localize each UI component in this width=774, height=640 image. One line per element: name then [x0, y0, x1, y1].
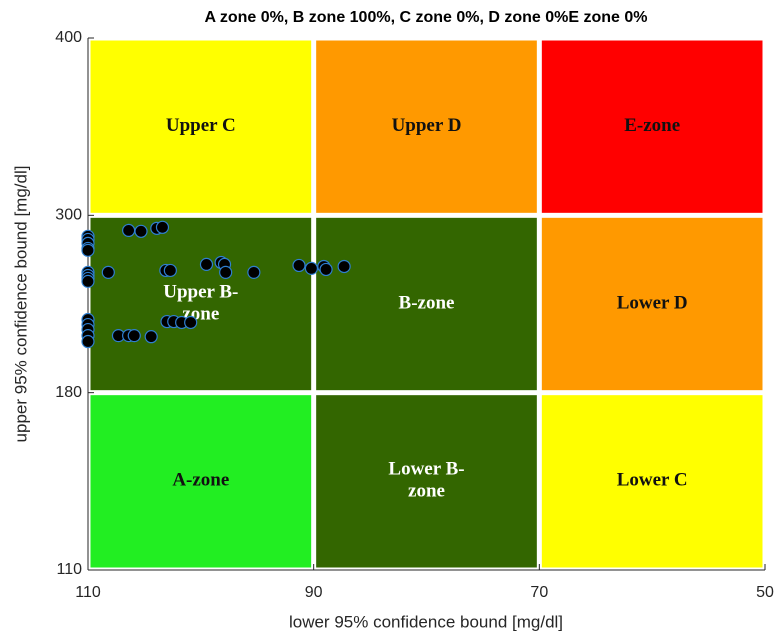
zone-label: Upper B-	[163, 281, 238, 302]
data-point	[134, 224, 148, 238]
data-point	[247, 265, 261, 279]
zone	[316, 395, 537, 568]
data-point	[304, 261, 319, 275]
y-tick-label: 400	[55, 29, 82, 46]
data-point	[337, 259, 351, 274]
data-point	[122, 223, 136, 238]
zone-label: zone	[408, 481, 445, 502]
zone	[316, 217, 537, 391]
data-point	[144, 330, 158, 344]
data-point	[127, 329, 141, 343]
zone	[316, 40, 537, 213]
x-tick-label: 50	[756, 584, 774, 601]
zone	[541, 40, 763, 213]
zone-label: Upper D	[392, 115, 462, 136]
x-tick-label: 90	[305, 584, 323, 601]
zone	[90, 40, 312, 213]
zone	[541, 217, 763, 391]
x-tick-label: 110	[75, 584, 101, 601]
y-axis-label: upper 95% confidence bound [mg/dl]	[11, 166, 30, 443]
zone	[541, 395, 763, 568]
data-point	[81, 274, 95, 288]
data-point	[81, 334, 95, 349]
zone-label: A-zone	[172, 470, 229, 491]
data-point	[163, 263, 177, 278]
data-point	[199, 257, 214, 271]
zone	[90, 395, 312, 568]
zone-label: Lower C	[617, 470, 688, 491]
chart-title: A zone 0%, B zone 100%, C zone 0%, D zon…	[204, 9, 647, 26]
y-tick-label: 110	[56, 561, 82, 578]
x-axis-label: lower 95% confidence bound [mg/dl]	[289, 612, 563, 631]
zone-label: Lower B-	[388, 459, 464, 480]
zone	[90, 217, 312, 391]
data-point	[184, 315, 198, 330]
data-point	[319, 262, 333, 277]
x-tick-label: 70	[530, 584, 548, 601]
zone-label: B-zone	[399, 292, 455, 313]
data-point	[81, 243, 95, 257]
zone-label: Upper C	[166, 115, 236, 136]
data-point	[155, 220, 170, 234]
data-point	[292, 258, 306, 273]
zone-label: E-zone	[624, 115, 680, 136]
data-point	[101, 265, 115, 279]
y-tick-label: 300	[55, 207, 82, 224]
zone-label: Lower D	[617, 292, 688, 313]
data-point	[219, 265, 233, 279]
y-tick-label: 180	[55, 384, 82, 401]
